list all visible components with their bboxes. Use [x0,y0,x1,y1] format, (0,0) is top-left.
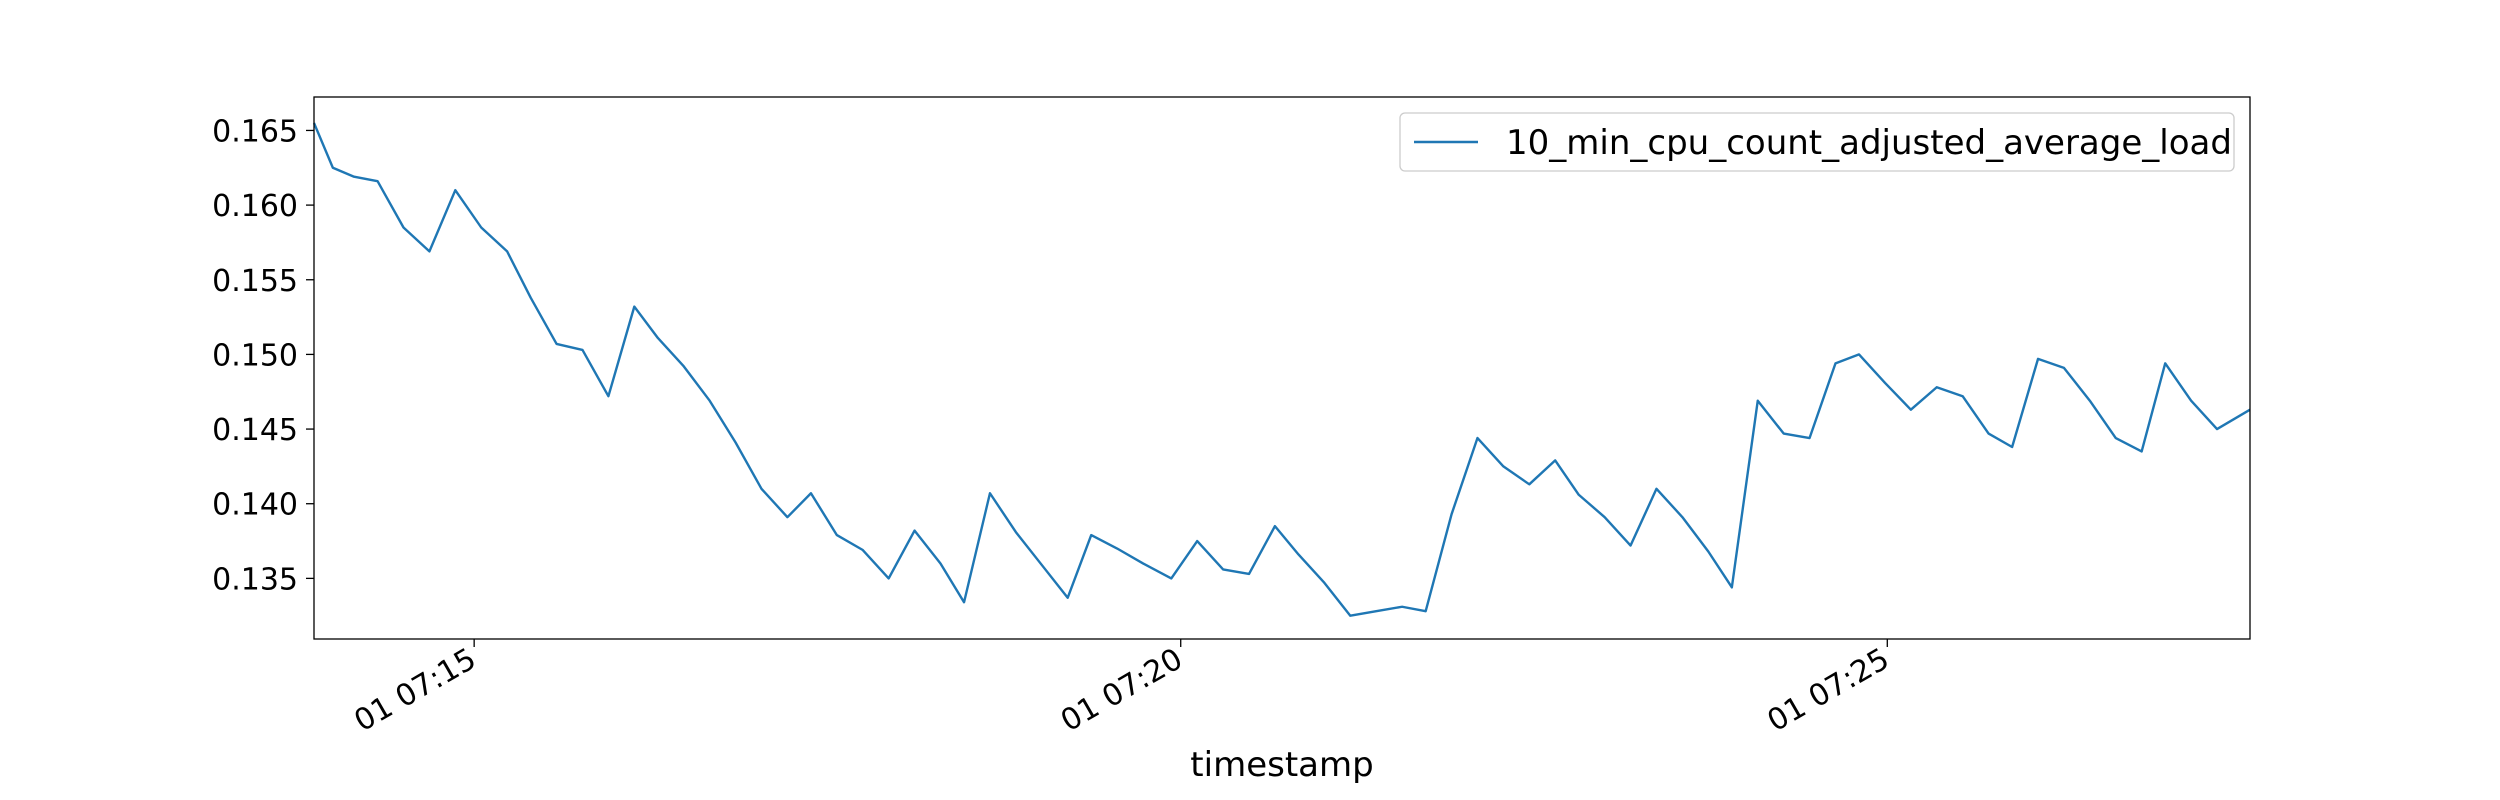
y-tick-label: 0.145 [212,413,298,448]
y-tick-label: 0.140 [212,488,298,523]
y-tick-label: 0.165 [212,114,298,149]
y-tick-label: 0.150 [212,338,298,373]
y-tick-label: 0.155 [212,264,298,299]
x-tick-label: 01 07:20 [1055,642,1189,739]
y-tick-label: 0.160 [212,189,298,224]
x-axis-label: timestamp [1190,745,1373,785]
x-tick-label: 01 07:25 [1762,642,1896,739]
line-series [312,122,2251,617]
legend-label: 10_min_cpu_count_adjusted_average_load [1506,123,2232,163]
plot-frame [313,96,2251,640]
legend-box [1399,112,2235,172]
x-tick-label: 01 07:15 [348,642,482,739]
y-tick-label: 0.135 [212,562,298,597]
